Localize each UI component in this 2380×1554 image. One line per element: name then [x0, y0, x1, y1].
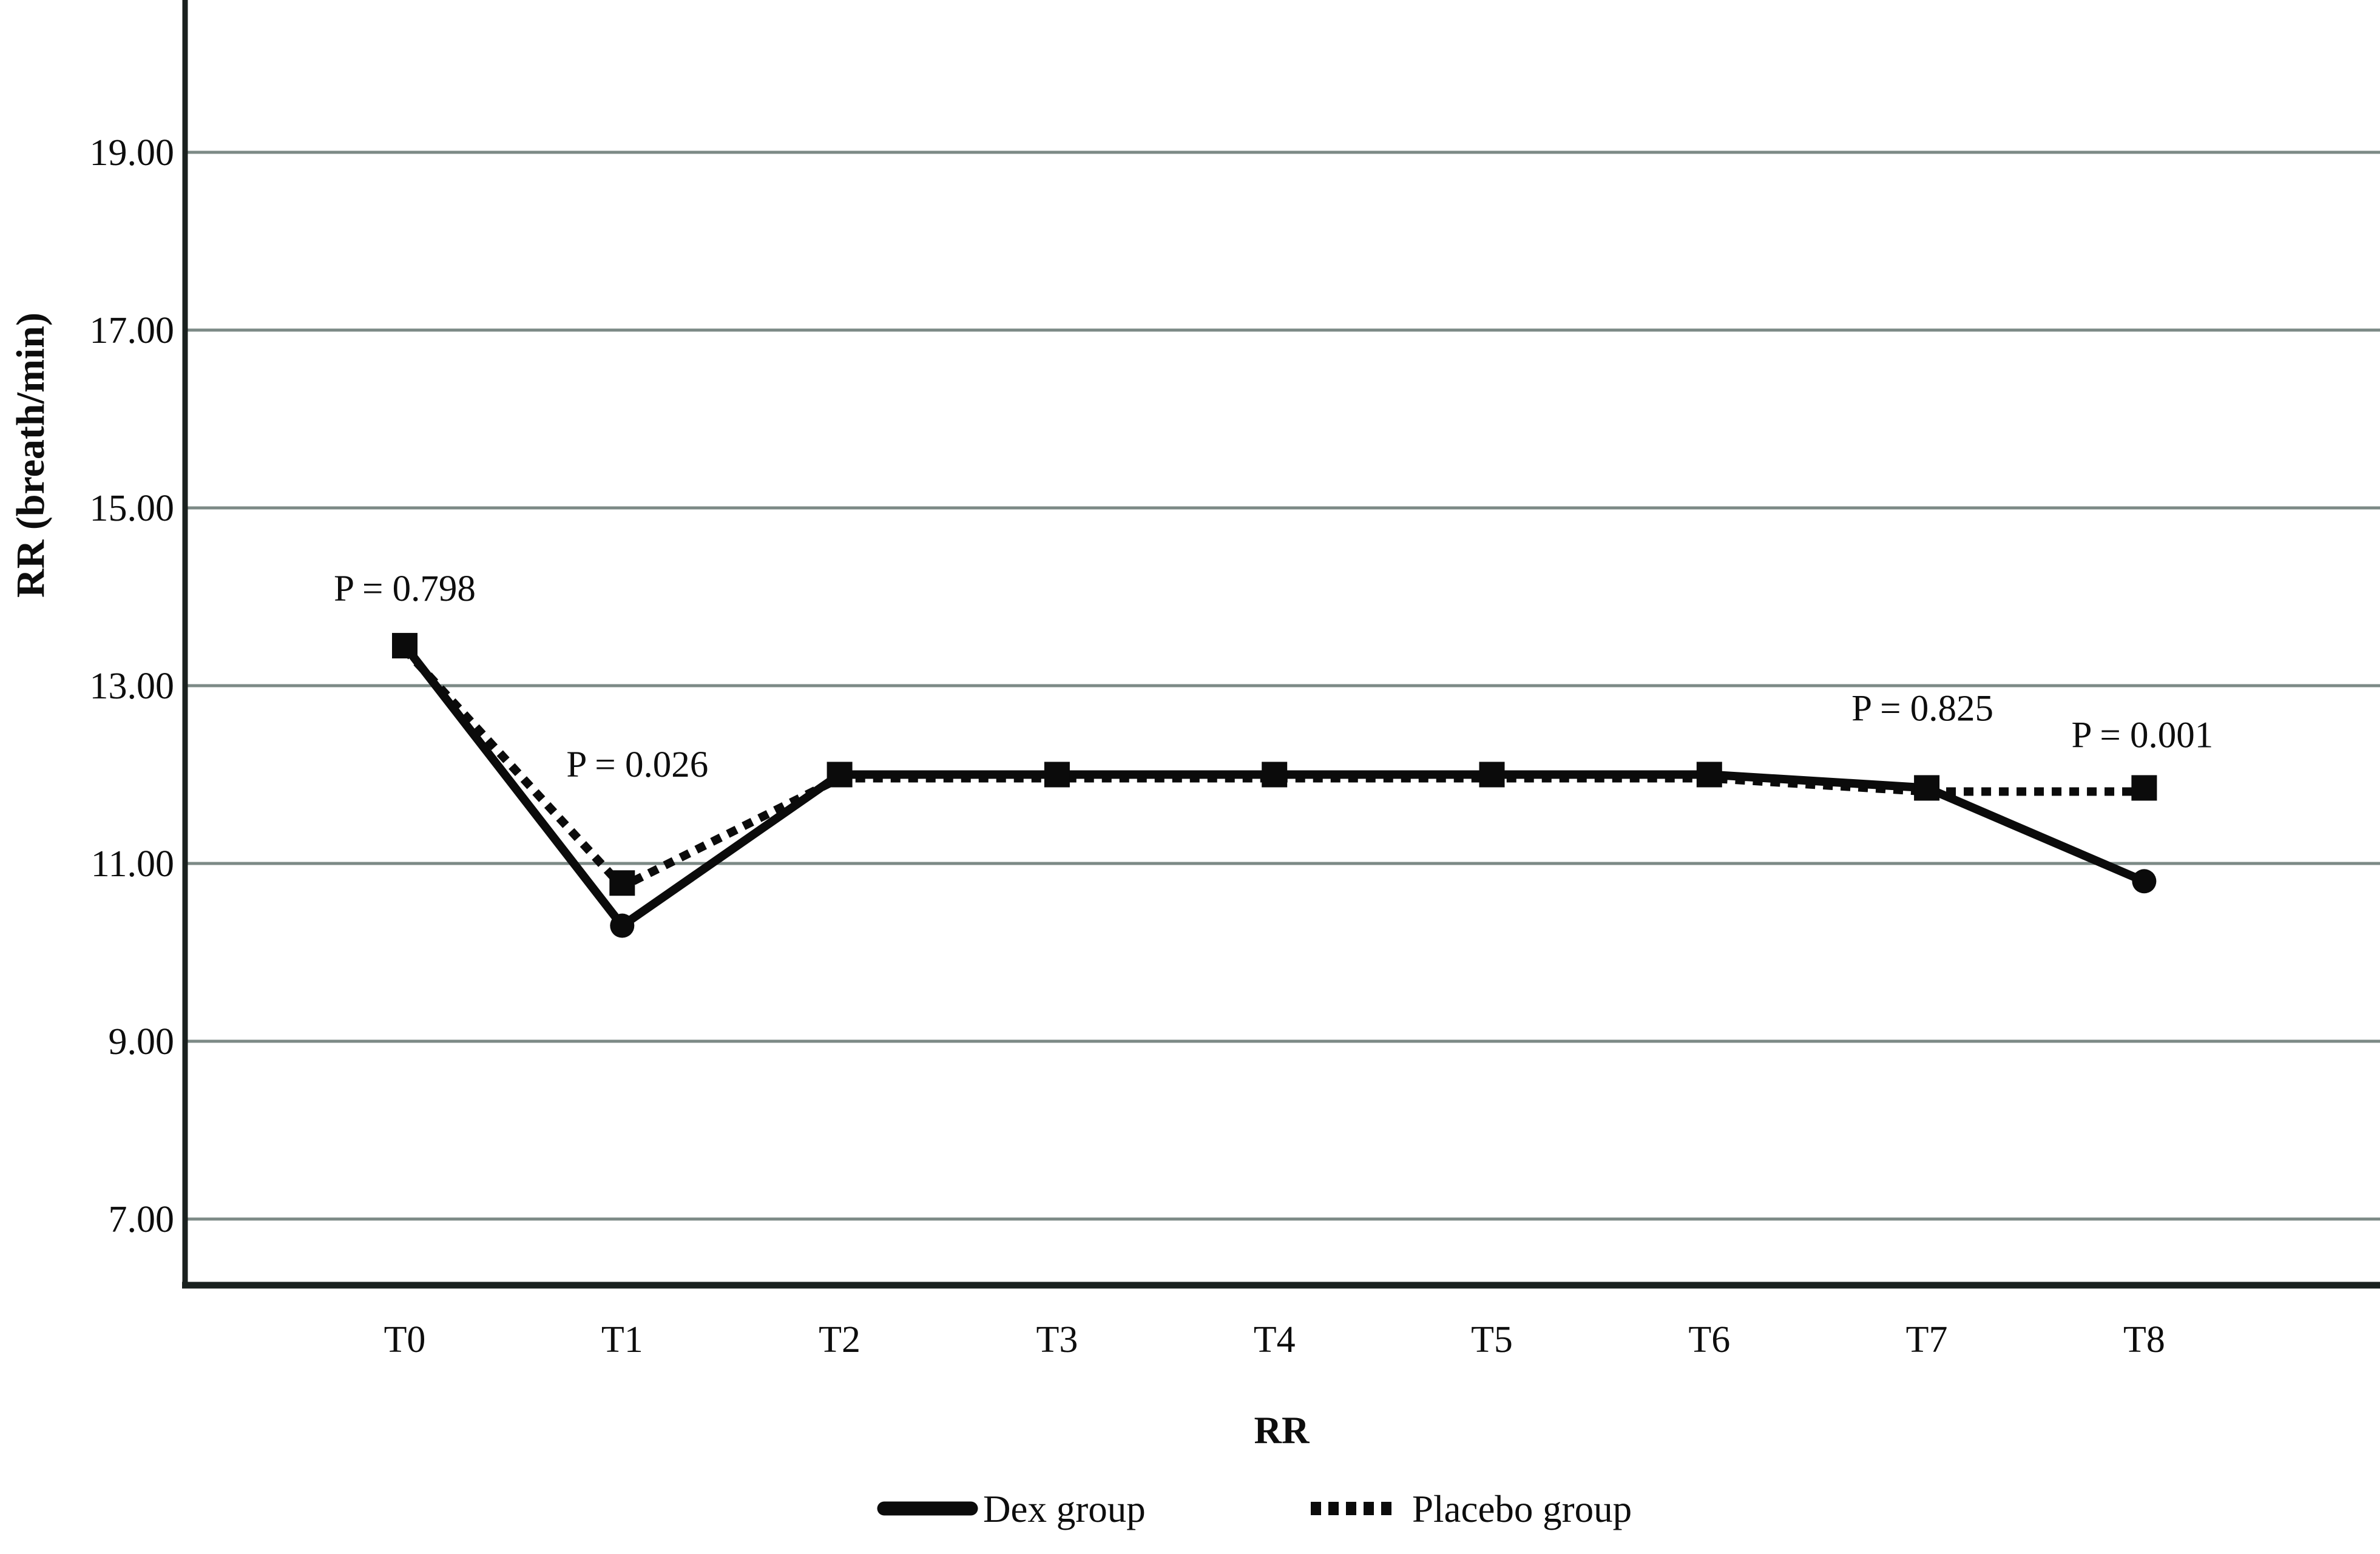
- placebo-marker: [1262, 762, 1288, 788]
- x-tick-label: T4: [1254, 1319, 1296, 1360]
- x-tick-label: T3: [1036, 1319, 1078, 1360]
- p-value-annotation: P = 0.026: [566, 745, 708, 785]
- p-value-annotation: P = 0.798: [334, 569, 476, 609]
- x-tick-label: T6: [1688, 1319, 1730, 1360]
- legend-placebo-label: Placebo group: [1412, 1488, 1632, 1530]
- x-tick-label: T5: [1471, 1319, 1513, 1360]
- legend-dex-label: Dex group: [983, 1488, 1146, 1530]
- y-tick-label: 15.00: [90, 488, 175, 529]
- p-value-annotation: P = 0.001: [2071, 715, 2213, 756]
- x-tick-label: T7: [1906, 1319, 1948, 1360]
- placebo-marker: [827, 762, 853, 788]
- dex-marker: [2132, 869, 2157, 894]
- placebo-marker: [1479, 762, 1505, 788]
- placebo-marker: [2131, 775, 2157, 801]
- y-tick-label: 13.00: [90, 666, 175, 707]
- y-tick-label: 17.00: [90, 310, 175, 351]
- x-tick-label: T1: [601, 1319, 643, 1360]
- y-tick-label: 7.00: [109, 1199, 175, 1240]
- p-value-annotation: P = 0.825: [1851, 689, 1993, 729]
- y-tick-label: 11.00: [91, 843, 174, 885]
- y-tick-label: 19.00: [90, 132, 175, 174]
- y-axis-title: RR (breath/min): [8, 312, 53, 598]
- x-tick-label: T2: [819, 1319, 860, 1360]
- x-axis-title: RR: [1254, 1409, 1310, 1451]
- x-tick-label: T8: [2123, 1319, 2165, 1360]
- x-tick-label: T0: [384, 1319, 426, 1360]
- placebo-marker: [1696, 762, 1722, 788]
- placebo-marker: [1044, 762, 1070, 788]
- placebo-marker: [392, 633, 418, 659]
- dex-marker: [610, 913, 635, 938]
- y-tick-label: 9.00: [109, 1021, 175, 1062]
- placebo-marker: [609, 870, 635, 896]
- placebo-marker: [1914, 775, 1940, 801]
